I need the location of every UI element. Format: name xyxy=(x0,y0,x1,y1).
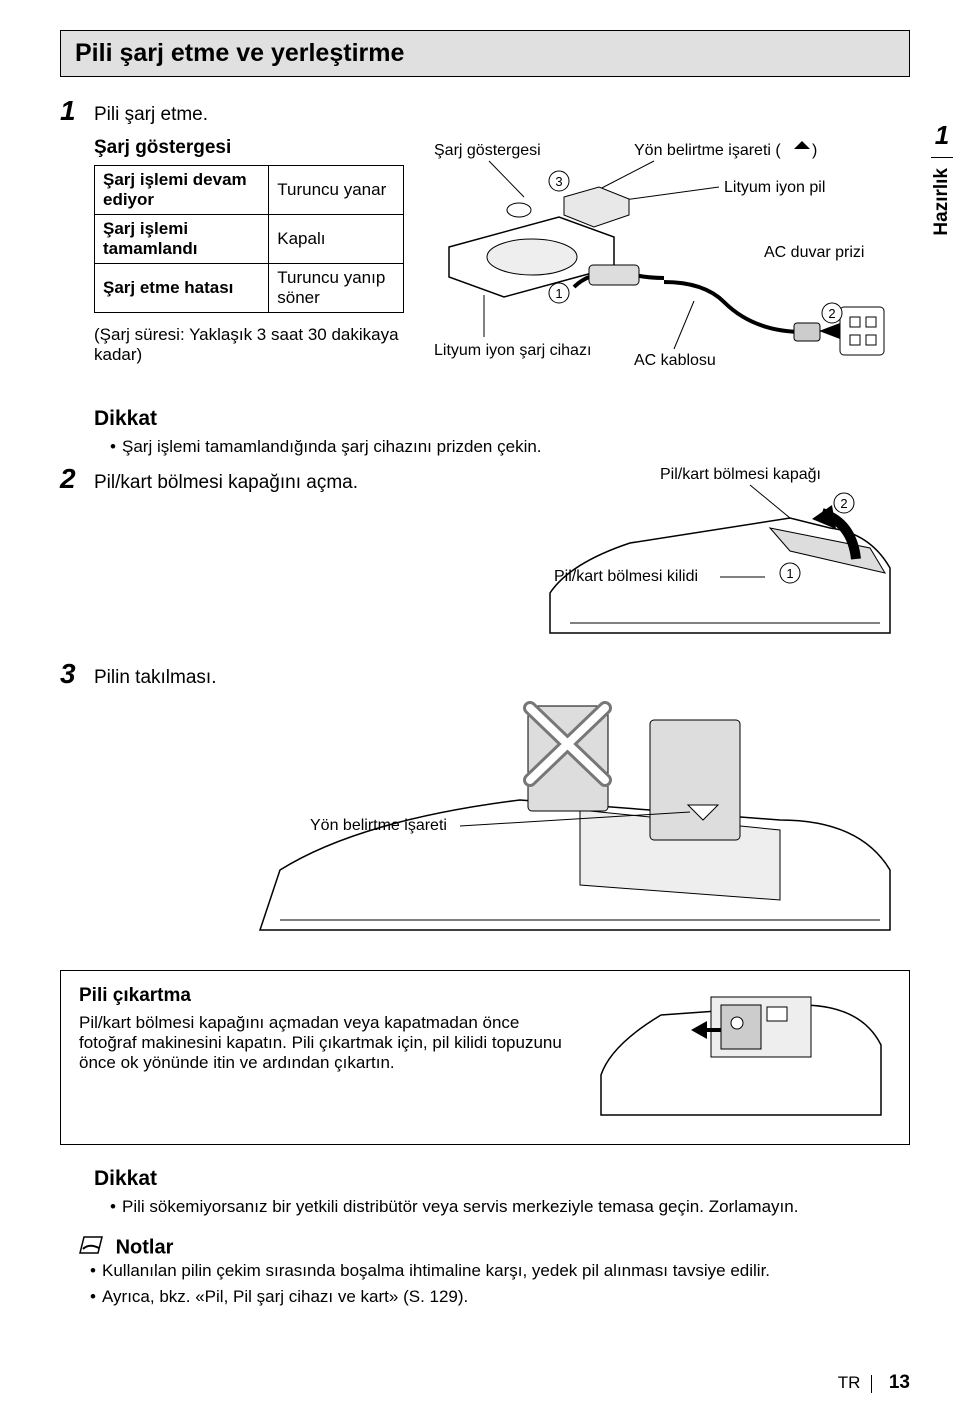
step3-text: Pilin takılması. xyxy=(94,667,216,689)
chapter-number: 1 xyxy=(924,120,960,151)
svg-text:2: 2 xyxy=(828,306,835,321)
label-li-battery: Lityum iyon pil xyxy=(724,179,825,196)
cover-open-diagram: Pil/kart bölmesi kapağı 2 1 Pil/kart böl… xyxy=(530,463,910,643)
notlar-bullet-1: Kullanılan pilin çekim sırasında boşalma… xyxy=(90,1261,910,1281)
chapter-name: Hazırlık xyxy=(931,168,953,236)
status-label: Şarj işlemi devam ediyor xyxy=(103,170,247,209)
step3-number: 3 xyxy=(60,658,94,690)
notlar-text: Notlar xyxy=(116,1236,174,1258)
svg-text:1: 1 xyxy=(555,286,562,301)
status-value: Turuncu yanıp söner xyxy=(269,264,404,313)
table-row: Şarj etme hatası Turuncu yanıp söner xyxy=(95,264,404,313)
notlar-bullet-2: Ayrıca, bkz. «Pil, Pil şarj cihazı ve ka… xyxy=(90,1287,910,1307)
svg-text:3: 3 xyxy=(555,174,562,189)
charge-status-table: Şarj işlemi devam ediyor Turuncu yanar Ş… xyxy=(94,165,404,313)
status-value: Turuncu yanar xyxy=(269,166,404,215)
notlar-heading: Notlar xyxy=(78,1235,910,1261)
svg-text:2: 2 xyxy=(840,496,847,511)
charge-time-note: (Şarj süresi: Yaklaşık 3 saat 30 dakikay… xyxy=(94,325,404,365)
page-title: Pili şarj etme ve yerleştirme xyxy=(60,30,910,77)
charger-diagram: Şarj göstergesi Yön belirtme işareti ( )… xyxy=(424,137,904,397)
dikkat-heading-2: Dikkat xyxy=(94,1167,910,1191)
page-footer: TR 13 xyxy=(838,1372,910,1394)
status-label: Şarj etme hatası xyxy=(103,278,233,297)
dikkat-heading-1: Dikkat xyxy=(94,407,910,431)
label-li-charger: Lityum iyon şarj cihazı xyxy=(434,342,591,359)
charge-indicator-heading: Şarj göstergesi xyxy=(94,137,404,159)
remove-battery-box: Pili çıkartma Pil/kart bölmesi kapağını … xyxy=(60,970,910,1145)
footer-page: 13 xyxy=(889,1372,910,1393)
step2-number: 2 xyxy=(60,463,94,495)
status-value: Kapalı xyxy=(269,215,404,264)
label-ac-cable: AC kablosu xyxy=(634,352,716,369)
step1-row: 1 Pili şarj etme. xyxy=(60,95,910,127)
svg-text:): ) xyxy=(812,142,817,159)
step2-row: 2 Pil/kart bölmesi kapağını açma. xyxy=(60,463,530,495)
battery-remove-diagram xyxy=(591,985,891,1125)
label-direction-mark: Yön belirtme işareti xyxy=(310,817,447,834)
status-label: Şarj işlemi tamamlandı xyxy=(103,219,197,258)
label-charge-indicator: Şarj göstergesi xyxy=(434,142,541,159)
svg-text:1: 1 xyxy=(786,566,793,581)
label-ac-outlet: AC duvar prizi xyxy=(764,244,864,261)
table-row: Şarj işlemi tamamlandı Kapalı xyxy=(95,215,404,264)
dikkat1-bullet: Şarj işlemi tamamlandığında şarj cihazın… xyxy=(110,437,910,457)
label-direction-mark: Yön belirtme işareti ( xyxy=(634,142,781,159)
battery-insert-diagram: Yön belirtme işareti xyxy=(60,700,910,940)
label-cover: Pil/kart bölmesi kapağı xyxy=(660,466,821,483)
step1-text: Pili şarj etme. xyxy=(94,104,208,126)
chapter-tab: 1 Hazırlık xyxy=(924,120,960,350)
step3-row: 3 Pilin takılması. xyxy=(60,658,910,690)
remove-text: Pil/kart bölmesi kapağını açmadan veya k… xyxy=(79,1013,579,1073)
notes-icon xyxy=(78,1235,104,1261)
table-row: Şarj işlemi devam ediyor Turuncu yanar xyxy=(95,166,404,215)
dikkat2-bullet: Pili sökemiyorsanız bir yetkili distribü… xyxy=(110,1197,910,1217)
step2-text: Pil/kart bölmesi kapağını açma. xyxy=(94,472,358,494)
step1-number: 1 xyxy=(60,95,94,127)
remove-title: Pili çıkartma xyxy=(79,985,579,1007)
label-lock: Pil/kart bölmesi kilidi xyxy=(554,568,698,585)
footer-lang: TR xyxy=(838,1373,861,1392)
